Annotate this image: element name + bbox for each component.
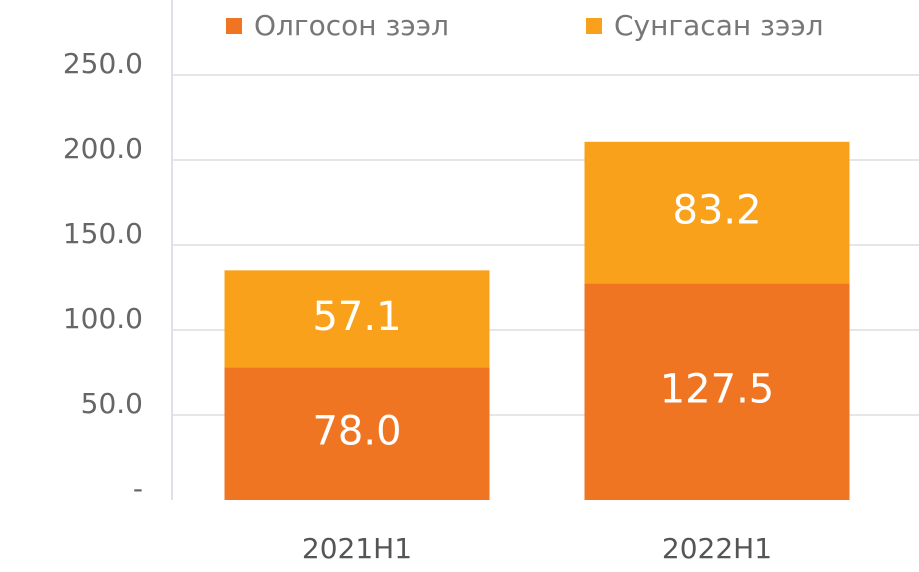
- bar-segment: [584, 141, 850, 284]
- y-tick-label: 150.0: [63, 217, 143, 250]
- x-tick-label: 2022H1: [662, 532, 772, 565]
- data-label: 127.5: [660, 367, 775, 413]
- bar-segment: [224, 270, 490, 368]
- y-tick-label: 50.0: [81, 387, 143, 420]
- data-label: 57.1: [312, 294, 401, 340]
- y-tick-label: 100.0: [63, 302, 143, 335]
- y-tick-label: 250.0: [63, 47, 143, 80]
- data-label: 78.0: [312, 409, 401, 455]
- bar-segment: [584, 283, 850, 500]
- data-label: 83.2: [672, 188, 761, 234]
- y-tick-label: -: [133, 472, 143, 505]
- legend-label: Сунгасан зээл: [614, 9, 824, 42]
- y-tick-label: 200.0: [63, 132, 143, 165]
- legend-swatch: [226, 18, 242, 34]
- legend-swatch: [586, 18, 602, 34]
- x-tick-label: 2021H1: [302, 532, 412, 565]
- bar-segment: [224, 367, 490, 500]
- legend-label: Олгосон зээл: [254, 9, 449, 42]
